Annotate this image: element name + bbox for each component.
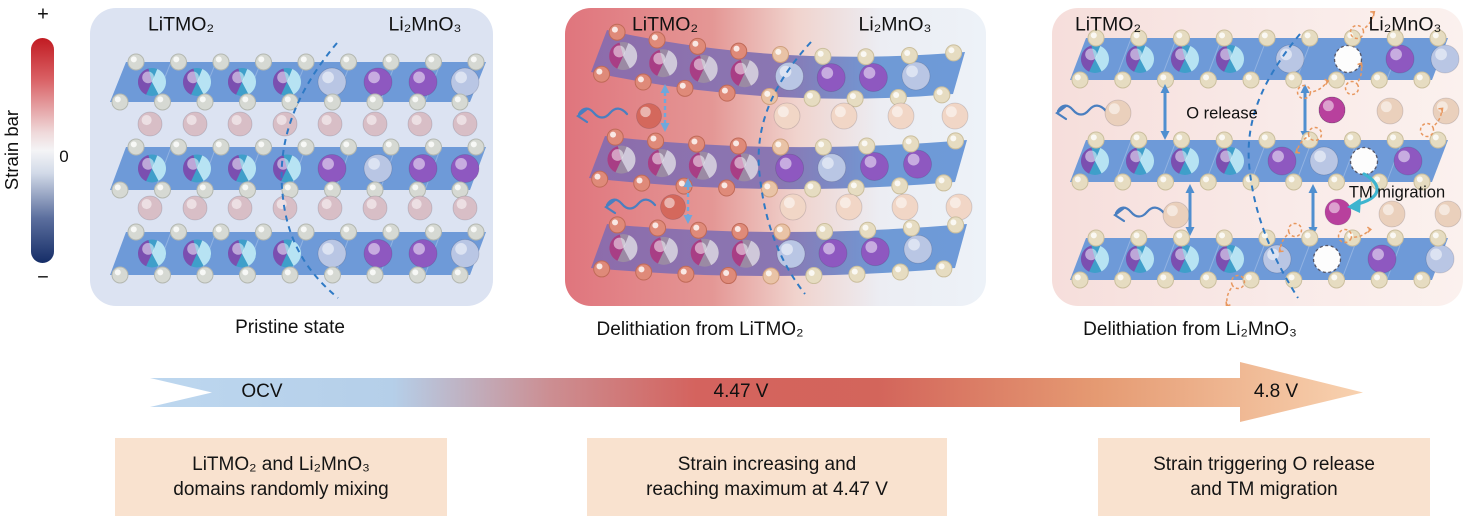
li-layer-atom	[1434, 200, 1462, 228]
panel1-label-litmo2: LiTMO₂	[147, 13, 215, 36]
li-extraction-wavy-arrow	[576, 107, 629, 124]
panel3-label-litmo2: LiTMO₂	[1074, 13, 1142, 36]
oxygen-release-ghost	[1294, 126, 1323, 154]
strain-plus-label: +	[37, 3, 49, 26]
li-layer-atom	[835, 193, 863, 221]
voltage-label-447v: 4.47 V	[713, 381, 769, 402]
panel-pristine-state	[90, 8, 493, 306]
li-layer-atom	[1432, 97, 1460, 125]
tm-migration-label: TM migration	[1348, 183, 1446, 202]
tm-slab	[110, 53, 486, 111]
interlayer-expansion-dashed-arrow	[660, 84, 670, 132]
summary-box-line: domains randomly mixing	[173, 479, 389, 500]
li-layer-atom	[317, 195, 343, 221]
tm-slab	[589, 128, 967, 198]
oxygen-release-ghost	[1337, 226, 1372, 244]
panel1-label-li2mno3: Li₂MnO₃	[388, 13, 462, 36]
li-layer-atom	[887, 102, 915, 130]
o-release-label: O release	[1186, 104, 1258, 123]
li-layer-atom	[660, 194, 686, 220]
interlayer-expansion-arrow	[1160, 84, 1170, 140]
li-layer-atom	[452, 111, 478, 137]
li-layer-atom	[182, 111, 208, 137]
oxygen-release-ghost	[1344, 62, 1363, 96]
panel3-label-li2mno3: Li₂MnO₃	[1368, 13, 1442, 36]
tm-slab	[1070, 131, 1448, 191]
interlayer-expansion-dashed-arrow	[683, 178, 693, 224]
li-layer-atom	[891, 193, 919, 221]
strain-zero-label: 0	[59, 147, 69, 166]
caption-delithiation-litmo2: Delithiation from LiTMO₂	[596, 319, 804, 340]
li-layer-atom	[317, 111, 343, 137]
tm-slab	[591, 23, 965, 108]
oxygen-release-ghost	[1225, 274, 1246, 306]
summary-box-o-release: Strain triggering O release and TM migra…	[1098, 438, 1430, 516]
li-layer-atom	[1378, 200, 1406, 228]
tm-slab	[1070, 229, 1455, 289]
caption-delithiation-li2mno3: Delithiation from Li₂MnO₃	[1083, 319, 1297, 340]
li-layer-atom	[1162, 201, 1190, 229]
oxygen-release-ghost	[1278, 222, 1303, 253]
li-layer-atom	[227, 111, 253, 137]
li-layer-atom	[773, 102, 801, 130]
domain-boundary-line	[1247, 33, 1301, 299]
summary-box-line: Strain increasing and	[677, 454, 857, 475]
li-layer-atom	[830, 102, 858, 130]
strain-colorbar	[31, 38, 54, 263]
summary-box-mixing: LiTMO₂ and Li₂MnO₃ domains randomly mixi…	[115, 438, 447, 516]
li-layer-atom	[1376, 97, 1404, 125]
caption-pristine-state: Pristine state	[235, 317, 345, 338]
li-layer-atom	[362, 111, 388, 137]
voltage-gradient-arrow	[150, 362, 1363, 422]
li-layer-atom	[941, 102, 969, 130]
tm-slab	[1070, 29, 1460, 89]
li-layer-atom	[272, 111, 298, 137]
summary-box-line: LiTMO₂ and Li₂MnO₃	[192, 454, 370, 475]
summary-box-line: Strain triggering O release	[1153, 454, 1375, 475]
summary-box-line: and TM migration	[1190, 479, 1338, 500]
li-extraction-wavy-arrow	[604, 198, 657, 215]
li-layer-atom	[407, 195, 433, 221]
panel2-label-litmo2: LiTMO₂	[631, 13, 699, 36]
li-layer-atom	[779, 193, 807, 221]
li-layer-atom	[1104, 99, 1132, 127]
summary-box-strain-max: Strain increasing and reaching maximum a…	[587, 438, 947, 516]
oxygen-release-ghost	[1296, 78, 1330, 100]
voltage-label-48v: 4.8 V	[1253, 381, 1299, 402]
li-layer-atom	[945, 193, 973, 221]
li-layer-atom	[407, 111, 433, 137]
panel-delithiation-litmo2	[565, 8, 986, 306]
li-extraction-wavy-arrow	[1055, 104, 1108, 121]
oxygen-release-ghost	[1349, 11, 1376, 40]
tm-slab	[110, 138, 486, 199]
li-layer-row	[137, 195, 478, 221]
li-layer-atom	[452, 195, 478, 221]
panel2-label-li2mno3: Li₂MnO₃	[858, 13, 932, 36]
domain-boundary-line	[280, 42, 339, 299]
oxygen-release-ghost	[1419, 107, 1444, 138]
li-layer-atom	[137, 111, 163, 137]
summary-box-line: reaching maximum at 4.47 V	[646, 479, 888, 500]
voltage-label-ocv: OCV	[241, 381, 283, 402]
strain-minus-label: −	[37, 266, 49, 289]
interlayer-expansion-arrow	[1185, 184, 1195, 236]
strain-bar-title: Strain bar	[1, 109, 22, 191]
li-layer-atom	[227, 195, 253, 221]
li-layer-atom	[137, 195, 163, 221]
li-layer-atom	[182, 195, 208, 221]
li-layer-atom	[362, 195, 388, 221]
tm-slab	[110, 223, 486, 284]
li-layer-atom	[636, 103, 662, 129]
li-extraction-wavy-arrow	[1113, 206, 1166, 223]
panel-delithiation-li2mno3	[1052, 8, 1463, 306]
tm-migration-arrow	[1347, 172, 1379, 213]
